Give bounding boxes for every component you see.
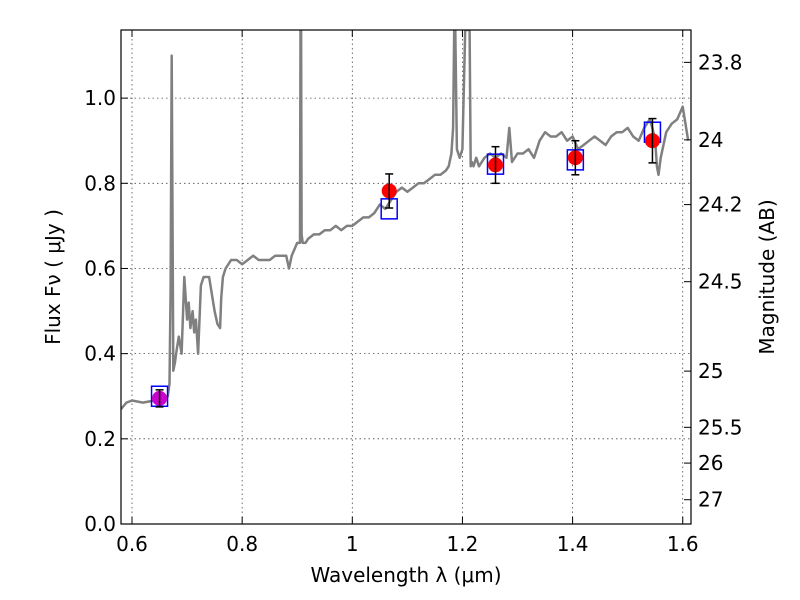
y-tick-label: 0.6 (84, 256, 116, 280)
mag-tick-label: 25 (698, 359, 723, 383)
tick-labels: 0.6 0.8 1 1.2 1.4 1.6 0.0 0.2 0.4 0.6 0.8 1.0 23.8 24… (84, 50, 742, 556)
x-tick-label: 1.6 (667, 532, 699, 556)
mag-tick-label: 24.2 (698, 193, 743, 217)
plot-area (121, 30, 690, 410)
y-tick-label: 1.0 (84, 86, 116, 110)
mag-tick-label: 27 (698, 488, 723, 512)
mag-tick-label: 24 (698, 128, 723, 152)
axis-ticks (121, 30, 691, 525)
mag-tick-label: 26 (698, 451, 723, 475)
x-tick-label: 1 (346, 532, 359, 556)
x-tick-label: 1.2 (447, 532, 479, 556)
spectrum-line (121, 30, 690, 410)
y-tick-label: 0.0 (84, 512, 116, 536)
y-tick-label: 0.8 (84, 171, 116, 195)
x-tick-label: 0.6 (116, 532, 148, 556)
mag-tick-label: 24.5 (698, 270, 743, 294)
mag-tick-label: 23.8 (698, 50, 743, 74)
y2-axis-title: Magnitude (AB) (755, 199, 779, 354)
y-tick-label: 0.4 (84, 342, 116, 366)
x-axis-title: Wavelength λ (μm) (310, 563, 501, 587)
y-axis-title: Flux Fν ( μJy ) (41, 209, 65, 345)
mag-tick-label: 25.5 (698, 415, 743, 439)
plot-frame (120, 29, 692, 525)
x-tick-label: 0.8 (226, 532, 258, 556)
x-tick-label: 1.4 (557, 532, 589, 556)
y-tick-label: 0.2 (84, 427, 116, 451)
